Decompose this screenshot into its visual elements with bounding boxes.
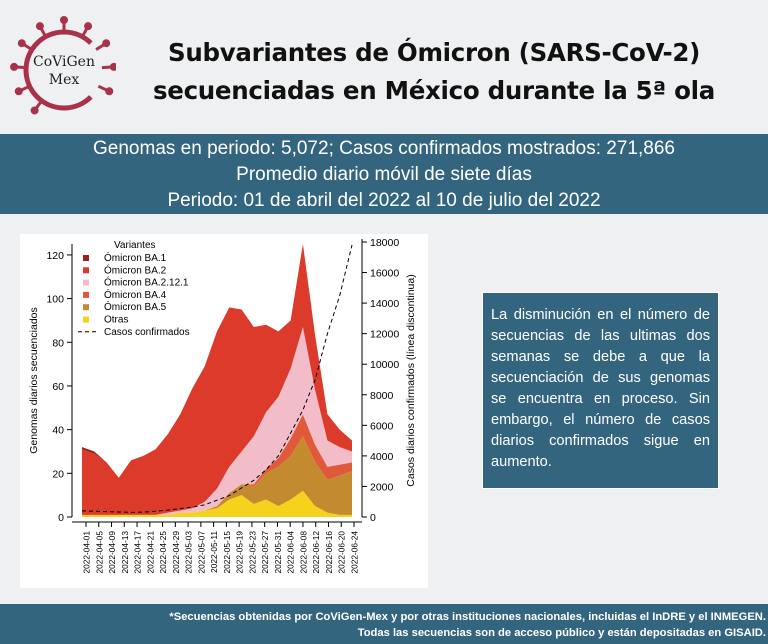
y-tick-label: 100: [46, 294, 64, 306]
x-tick-label: 2022-05-27: [260, 531, 270, 574]
x-tick-label: 2022-06-16: [324, 531, 334, 574]
note-box: La disminución en el número de secuencia…: [482, 292, 719, 489]
legend-swatch: [83, 255, 89, 261]
x-tick-label: 2022-04-29: [171, 531, 181, 574]
logo-text-line2: Mex: [49, 72, 80, 88]
area-BA2121: [82, 326, 352, 515]
legend-label: Casos confirmados: [104, 327, 190, 338]
x-tick-label: 2022-05-07: [196, 531, 206, 574]
x-tick-label: 2022-04-25: [158, 531, 168, 574]
area-Otras: [82, 490, 352, 517]
legend-label: Ómicron BA.2.12.1: [104, 276, 189, 289]
y2-tick-label: 2000: [370, 481, 394, 493]
y2-tick-label: 18000: [370, 237, 399, 249]
x-tick-label: 2022-05-19: [235, 531, 245, 574]
logo-spike-tip: [30, 106, 39, 115]
x-tick-label: 2022-05-31: [273, 531, 283, 574]
cases-line: [81, 244, 353, 513]
footer: *Secuencias obtenidas por CoViGen-Mex y …: [0, 604, 768, 644]
y2-axis-label: Casos diarios confirmados (línea discont…: [405, 274, 417, 486]
x-tick-label: 2022-06-24: [350, 531, 360, 574]
note-text: La disminución en el número de secuencia…: [491, 307, 710, 470]
legend-label: Ómicron BA.4: [104, 288, 167, 301]
logo-spike-tip: [60, 16, 68, 24]
footer-line1: *Secuencias obtenidas por CoViGen-Mex y …: [169, 611, 766, 623]
y2-tick-label: 12000: [370, 329, 399, 341]
covigen-logo: CoViGen Mex: [10, 16, 116, 115]
y2-tick-label: 14000: [370, 298, 399, 310]
legend-label: Ómicron BA.2: [104, 263, 167, 276]
legend-label: Ómicron BA.5: [104, 300, 167, 313]
y-axis-label: Genomas diarios secuenciados: [28, 307, 40, 454]
stacked-area-chart: 0 20 40 60 80 100 120 0 2000 4000 6000 8000 10000 120…: [28, 237, 417, 574]
legend-label: Otras: [104, 315, 128, 326]
summary-band: Genomas en periodo: 5,072; Casos confirm…: [0, 134, 768, 214]
x-tick-label: 2022-06-12: [311, 531, 321, 574]
x-tick-label: 2022-06-04: [286, 531, 296, 574]
x-tick-label: 2022-04-01: [82, 531, 92, 574]
title-line2: secuenciadas en México durante la 5ª ola: [152, 76, 716, 105]
x-tick-label: 2022-05-23: [247, 531, 257, 574]
y2-tick-label: 8000: [370, 390, 394, 402]
logo-spike-tip: [10, 62, 19, 71]
legend-swatch: [83, 316, 89, 323]
legend-swatch: [83, 304, 89, 311]
legend-swatch: [83, 279, 89, 286]
average-description: Promedio diario móvil de siete días: [236, 164, 532, 185]
genomes-summary: Genomas en periodo: 5,072; Casos confirm…: [93, 138, 675, 159]
chart-panel: 0 20 40 60 80 100 120 0 2000 4000 6000 8000 10000 120…: [20, 234, 428, 588]
y2-tick-label: 6000: [370, 420, 394, 432]
footer-line2: Todas las secuencias son de acceso públi…: [357, 627, 766, 639]
legend-title: Variantes: [114, 240, 156, 251]
x-tick-label: 2022-05-15: [222, 531, 232, 574]
title-line1: Subvariantes de Ómicron (SARS-CoV-2): [168, 38, 700, 67]
page-title: Subvariantes de Ómicron (SARS-CoV-2) sec…: [100, 34, 768, 110]
logo-ring: [23, 29, 93, 111]
y-tick-label: 120: [46, 250, 64, 262]
logo-spike-tip: [17, 39, 26, 48]
logo-text-line1: CoViGen: [33, 54, 95, 70]
period-text: Periodo: 01 de abril del 2022 al 10 de j…: [167, 190, 601, 211]
area-BA2: [82, 244, 352, 515]
x-tick-label: 2022-04-17: [133, 531, 143, 574]
virus-ring-icon: [10, 16, 116, 115]
logo-spike-tip: [35, 22, 44, 31]
logo-spike-tip: [14, 87, 23, 96]
legend-label: Ómicron BA.1: [104, 251, 167, 264]
y-tick-label: 20: [52, 468, 64, 480]
area-BA5: [82, 436, 352, 515]
x-tick-label: 2022-04-13: [120, 531, 130, 574]
logo-spike-tip: [109, 62, 116, 71]
y2-tick-label: 10000: [370, 359, 399, 371]
y2-tick-label: 16000: [370, 268, 399, 280]
logo-spike-tip: [105, 87, 114, 96]
legend-swatch: [83, 291, 89, 298]
y-tick-label: 80: [52, 337, 64, 349]
x-tick-label: 2022-06-20: [337, 531, 347, 574]
y-tick-label: 60: [52, 381, 64, 393]
y2-tick-label: 0: [370, 512, 376, 524]
x-tick-label: 2022-04-05: [94, 531, 104, 574]
x-tick-label: 2022-05-03: [184, 531, 194, 574]
logo-spike-tip: [102, 39, 111, 48]
y-tick-label: 0: [58, 512, 64, 524]
x-tick-label: 2022-06-08: [298, 531, 308, 574]
y-tick-label: 40: [52, 425, 64, 437]
x-tick-label: 2022-04-09: [107, 531, 117, 574]
y2-tick-label: 4000: [370, 451, 394, 463]
x-tick-label: 2022-05-11: [209, 531, 219, 573]
legend-swatch: [83, 267, 89, 274]
logo-spike-tip: [84, 22, 93, 31]
x-tick-label: 2022-04-21: [145, 531, 155, 574]
